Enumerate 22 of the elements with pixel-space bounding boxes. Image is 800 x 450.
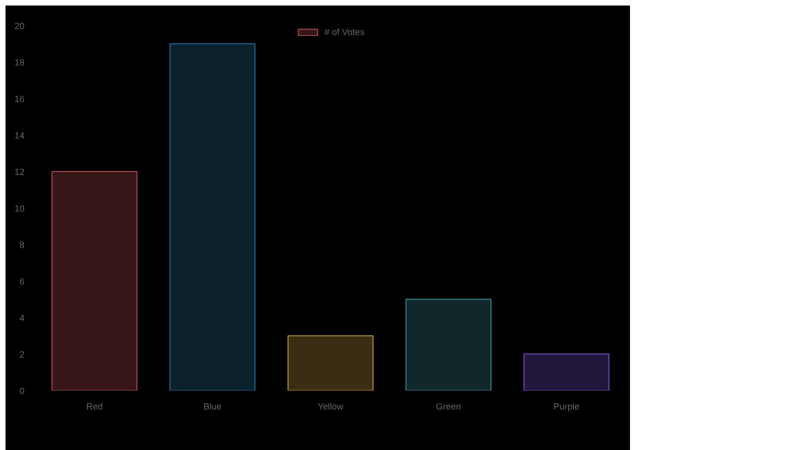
y-tick-label: 6 [19,276,25,286]
bar [524,354,610,390]
x-tick-label: Purple [553,402,580,412]
y-tick-label: 20 [14,21,25,31]
y-tick-label: 10 [14,204,25,214]
legend-label: # of Votes [324,27,365,37]
x-tick-label: Green [436,402,462,412]
y-tick-label: 2 [19,350,25,360]
x-tick-label: Blue [203,402,222,412]
x-tick-label: Yellow [318,402,344,412]
y-tick-label: 18 [14,58,25,68]
y-tick-label: 14 [14,130,25,140]
y-tick-label: 0 [19,386,25,396]
y-tick-label: 8 [19,240,25,250]
bar [170,43,256,390]
bar [52,171,138,390]
x-tick-label: Red [86,402,103,412]
y-tick-label: 16 [14,94,25,104]
bar [288,335,374,390]
y-tick-label: 4 [19,313,25,323]
y-tick-label: 12 [14,167,25,177]
bar [406,298,492,390]
